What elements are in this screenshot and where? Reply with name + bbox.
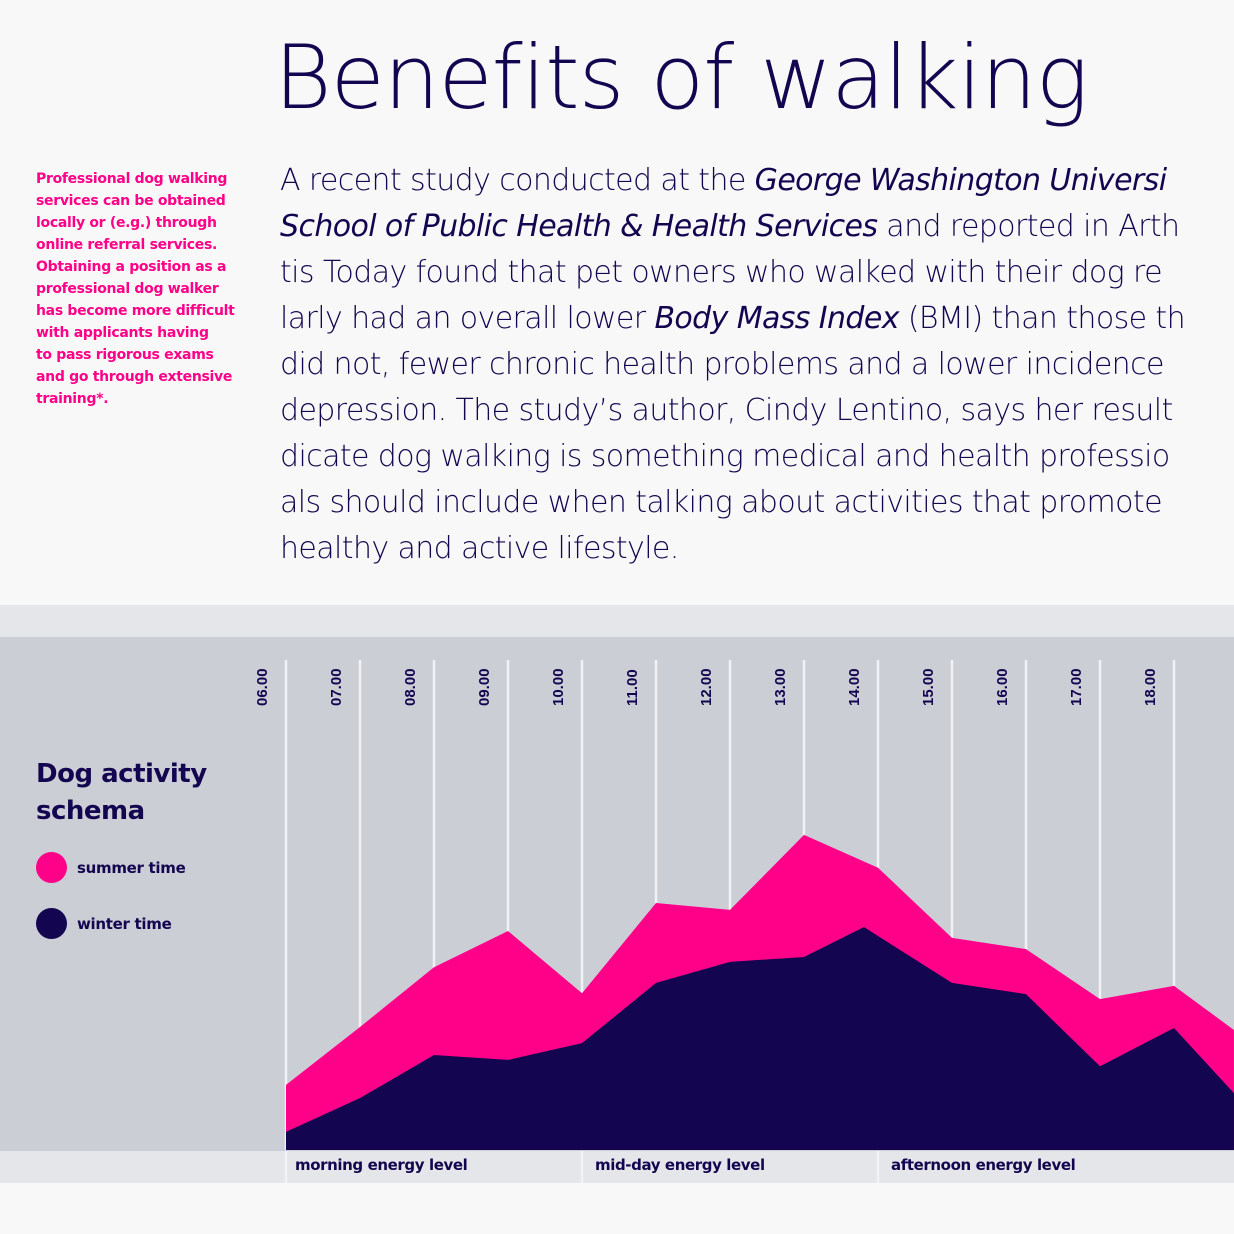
sidenote-line: with applicants having	[36, 325, 209, 341]
x-tick-label: 09.00	[476, 668, 493, 706]
x-tick-label: 07.00	[328, 668, 345, 706]
legend-item-summer: summer time	[36, 852, 186, 883]
sidenote-line: and go through extensive	[36, 369, 233, 385]
x-tick-label: 10.00	[550, 668, 567, 706]
sidenote-line: to pass rigorous exams	[36, 347, 214, 363]
x-tick-label: 14.00	[846, 668, 863, 706]
legend-label-winter: winter time	[77, 914, 172, 933]
article-text: healthy and active lifestyle.	[280, 531, 679, 566]
legend-item-winter: winter time	[36, 908, 172, 939]
sidenote: Professional dog walking services can be …	[36, 168, 236, 410]
article-text: als should include when talking about ac…	[280, 485, 1163, 520]
article-line: tis Today found that pet owners who walk…	[280, 250, 1234, 296]
sidenote-line: services can be obtained	[36, 193, 226, 209]
x-tick-label: 15.00	[920, 668, 937, 706]
article-line: School of Public Health & Health Service…	[280, 204, 1234, 250]
article-text: dicate dog walking is something medical …	[280, 439, 1170, 474]
sidenote-line: Obtaining a position as a	[36, 259, 227, 275]
article-text: larly had an overall lower	[280, 301, 655, 336]
x-tick-label: 13.00	[772, 668, 789, 706]
article-text: depression. The study’s author, Cindy Le…	[280, 393, 1173, 428]
x-tick-label: 16.00	[994, 668, 1011, 706]
article-emphasis: Body Mass Index	[654, 301, 899, 336]
article-line: did not, fewer chronic health problems a…	[280, 342, 1234, 388]
area-winter-time	[286, 927, 1234, 1150]
x-tick-label: 18.00	[1142, 668, 1159, 706]
sidenote-line: professional dog walker	[36, 281, 219, 297]
article-text: did not, fewer chronic health problems a…	[280, 347, 1164, 382]
article-text: (BMI) than those th	[898, 301, 1186, 336]
sidenote-line: training*.	[36, 391, 109, 407]
article-line: larly had an overall lower Body Mass Ind…	[280, 296, 1234, 342]
article-line: A recent study conducted at the George W…	[280, 158, 1234, 204]
x-tick-label: 12.00	[698, 668, 715, 706]
article-line: healthy and active lifestyle.	[280, 526, 1234, 572]
sidenote-line: locally or (e.g.) through	[36, 215, 217, 231]
article-text: tis Today found that pet owners who walk…	[280, 255, 1163, 290]
period-label-afternoon: afternoon energy level	[891, 1156, 1076, 1174]
article-text: A recent study conducted at the	[280, 163, 755, 198]
legend-label-summer: summer time	[77, 858, 186, 877]
article-line: depression. The study’s author, Cindy Le…	[280, 388, 1234, 434]
summer-swatch-icon	[36, 852, 67, 883]
article-emphasis: George Washington Universi	[754, 163, 1167, 198]
chart-period-band	[0, 1151, 1234, 1183]
article-text: and reported in Arth	[877, 209, 1180, 244]
page-title: Benefits of walking	[274, 26, 1089, 129]
sidenote-line: has become more difficult	[36, 303, 235, 319]
period-label-morning: morning energy level	[295, 1156, 468, 1174]
x-tick-label: 11.00	[624, 669, 641, 706]
sidenote-line: Professional dog walking	[36, 171, 228, 187]
article-line: dicate dog walking is something medical …	[280, 434, 1234, 480]
winter-swatch-icon	[36, 908, 67, 939]
legend-title: Dog activity schema	[36, 759, 207, 826]
x-tick-label: 17.00	[1068, 668, 1085, 706]
x-tick-label: 08.00	[402, 668, 419, 706]
sidenote-line: online referral services.	[36, 237, 218, 253]
period-label-midday: mid-day energy level	[595, 1156, 765, 1174]
article-paragraph: A recent study conducted at the George W…	[280, 158, 1234, 572]
x-tick-label: 06.00	[254, 668, 271, 706]
chart-top-band	[0, 605, 1234, 637]
article-emphasis: School of Public Health & Health Service…	[280, 209, 878, 244]
article-line: als should include when talking about ac…	[280, 480, 1234, 526]
